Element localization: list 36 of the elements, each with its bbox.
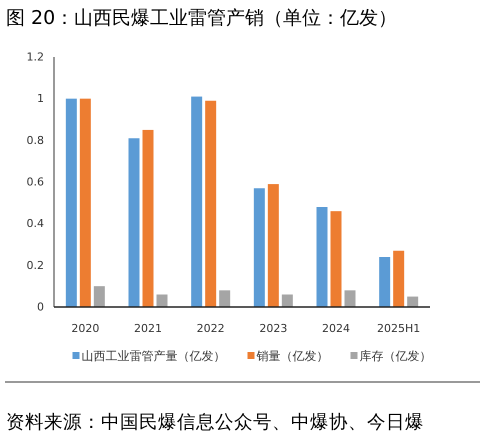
legend-label: 销量（亿发） bbox=[256, 349, 328, 363]
bar bbox=[94, 286, 105, 307]
y-tick-label: 0.6 bbox=[26, 176, 44, 188]
text: 资料来源：中国民爆信息公众号、中爆协、今日爆 bbox=[6, 412, 424, 433]
chart-title: 图 20：山西民爆工业雷管产销（单位：亿发） bbox=[6, 7, 398, 29]
x-tick-label: 2025H1 bbox=[377, 322, 420, 335]
bar bbox=[219, 290, 230, 307]
bar bbox=[268, 184, 279, 307]
y-tick-label: 1.2 bbox=[26, 50, 44, 64]
y-tick-label: 1 bbox=[37, 92, 44, 106]
legend-label: 山西工业雷管产量（亿发） bbox=[82, 349, 226, 363]
x-tick-label: 2021 bbox=[134, 322, 162, 335]
bar bbox=[191, 96, 202, 307]
bar bbox=[66, 98, 77, 307]
legend-label: 库存（亿发） bbox=[360, 349, 432, 363]
y-tick-label: 0.2 bbox=[26, 258, 44, 272]
bar bbox=[128, 138, 140, 307]
bar bbox=[80, 98, 91, 307]
bar bbox=[330, 211, 342, 307]
bar bbox=[407, 296, 418, 307]
bar bbox=[393, 250, 404, 307]
x-tick-label: 2024 bbox=[322, 322, 350, 335]
x-tick-label: 2023 bbox=[259, 322, 288, 335]
bar bbox=[156, 294, 168, 307]
bar bbox=[316, 207, 328, 307]
y-tick-label: 0.4 bbox=[26, 217, 44, 230]
bar bbox=[205, 100, 216, 307]
bar bbox=[344, 290, 356, 307]
bar bbox=[142, 130, 154, 307]
y-tick-label: 0.8 bbox=[26, 134, 44, 147]
y-tick-label: 0 bbox=[37, 300, 44, 314]
x-tick-label: 2022 bbox=[196, 322, 225, 335]
bar bbox=[379, 257, 390, 307]
bar bbox=[254, 188, 265, 307]
x-tick-label: 2020 bbox=[71, 322, 100, 335]
bar bbox=[282, 294, 293, 307]
